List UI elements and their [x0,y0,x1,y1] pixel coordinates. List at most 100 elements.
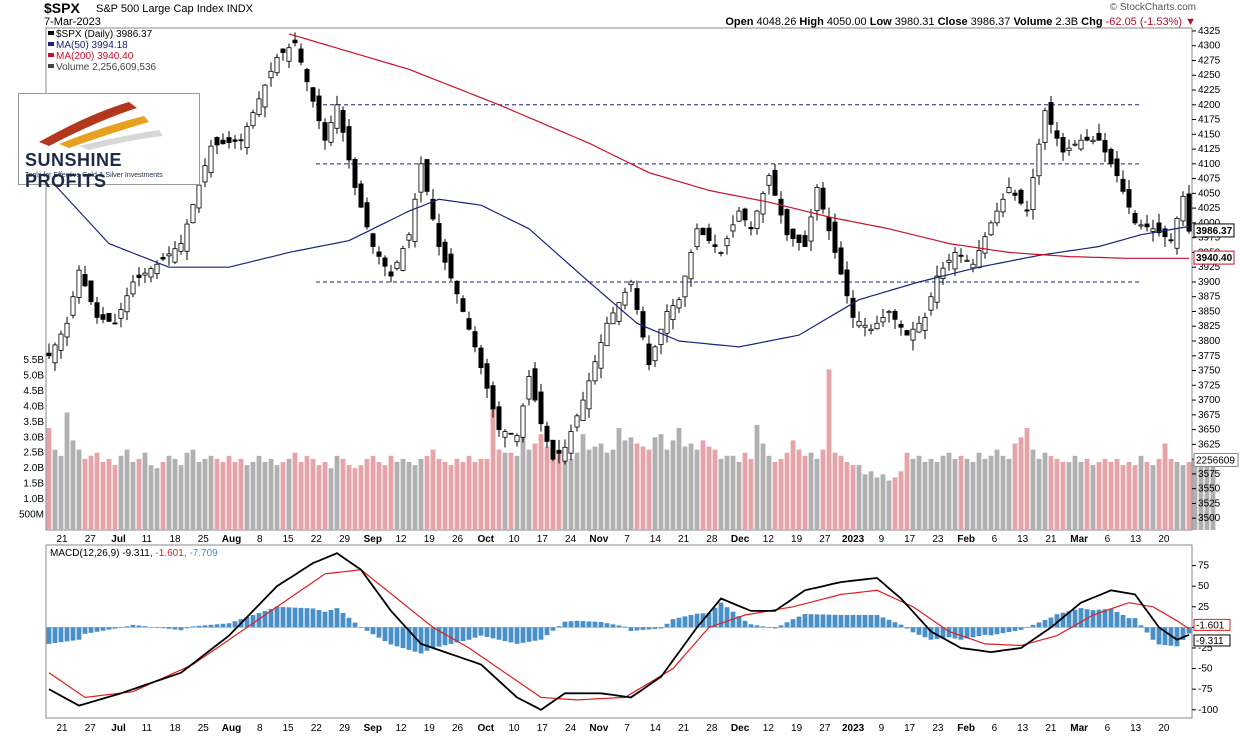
macd-histogram-bar [352,622,358,628]
candle-body [838,247,844,275]
candle-body [88,280,94,303]
volume-bar [994,449,1000,530]
candle-body [430,198,436,220]
macd-histogram-bar [1186,627,1192,634]
volume-bar [466,455,472,530]
candle-body [1150,228,1156,232]
volume-bar [316,465,322,530]
volume-bar [388,455,394,530]
candle-body [1108,148,1114,165]
volume-bar [346,465,352,530]
macd-histogram-bar [304,608,310,628]
price-tick-label: 3550 [1198,484,1221,495]
macd-histogram-bar [58,627,64,643]
chart-date: 7-Mar-2023 [44,16,101,28]
candle-body [568,431,574,454]
macd-histogram-bar [406,627,412,650]
x-tick-label: Jul [111,534,126,545]
macd-histogram-bar [454,627,460,643]
candle-body [922,316,928,331]
macd-histogram-bar [820,614,826,628]
macd-histogram-bar [922,627,928,638]
macd-histogram-bar [622,626,628,628]
macd-histogram-bar [850,615,856,628]
volume-bar [88,455,94,530]
volume-bar [664,449,670,530]
candle-body [970,263,976,269]
source-credit[interactable]: © StockCharts.com [1109,2,1196,13]
candle-body [388,271,394,277]
candle-body [802,235,808,247]
candle-body [904,330,910,336]
macd-x-tick-label: 17 [537,723,549,734]
ma50-legend-swatch [48,42,54,46]
candle-body [118,309,124,319]
candle-body [454,280,460,295]
candle-body [484,363,490,389]
macd-histogram-bar [208,624,214,628]
volume-bar [154,468,160,530]
down-arrow-icon: ▼ [1185,16,1196,28]
x-tick-label: 17 [537,534,549,545]
volume-bar [790,440,796,530]
macd-histogram-bar [1096,609,1102,628]
x-tick-label: Sep [364,534,382,545]
candle-body [958,254,964,257]
volume-bar [1126,462,1132,530]
x-tick-label: 28 [706,534,718,545]
price-tick-label: 3775 [1198,351,1221,362]
macd-histogram-bar [958,627,964,640]
volume-bar [904,452,910,530]
macd-histogram-bar [1144,627,1150,633]
macd-histogram-bar [628,627,634,631]
volume-bar [436,458,442,530]
macd-histogram-bar [286,607,292,628]
x-tick-label: 20 [1158,534,1170,545]
ma50-legend-label: MA(50) 3994.18 [56,40,128,51]
candle-body [1096,132,1102,141]
candle-body [874,322,880,330]
volume-bar [1078,462,1084,530]
volume-bar [958,455,964,530]
volume-bar [442,462,448,530]
price-tick-label: 3825 [1198,321,1221,332]
volume-legend-swatch [48,64,54,68]
macd-histogram-bar [586,621,592,628]
candle-body [622,291,628,306]
volume-tick-label: 1.5B [23,479,44,490]
macd-histogram-bar [658,627,664,629]
candle-body [406,234,412,241]
volume-bar [952,458,958,530]
candle-body [688,252,694,280]
volume-bar [532,443,538,530]
macd-histogram-bar [466,627,472,640]
candle-body [52,344,58,364]
macd-histogram-bar [640,627,646,630]
candle-body [328,122,334,143]
macd-histogram-bar [688,615,694,628]
x-tick-label: Aug [222,534,241,545]
macd-x-tick-label: 13 [1130,723,1142,734]
ma200-legend-label: MA(200) 3940.40 [56,51,134,62]
candle-body [142,272,148,276]
macd-histogram-bar [1090,610,1096,628]
price-tick-label: 3675 [1198,410,1221,421]
candle-body [466,318,472,330]
candle-body [1012,192,1018,196]
x-tick-label: 24 [565,534,577,545]
macd-x-tick-label: 21 [1045,723,1057,734]
candle-body [1084,136,1090,141]
candle-body [1090,139,1096,143]
macd-histogram-bar [988,627,994,636]
candle-body [1030,177,1036,210]
volume-bar [148,465,154,530]
macd-histogram-bar [964,627,970,639]
price-tick-label: 4150 [1198,129,1221,140]
volume-bar [754,424,760,530]
volume-bar [496,449,502,530]
candle-body [988,222,994,236]
macd-histogram-bar [514,627,520,644]
candle-body [544,425,550,442]
macd-x-tick-label: 12 [763,723,775,734]
volume-tick-label: 3.5B [23,417,44,428]
